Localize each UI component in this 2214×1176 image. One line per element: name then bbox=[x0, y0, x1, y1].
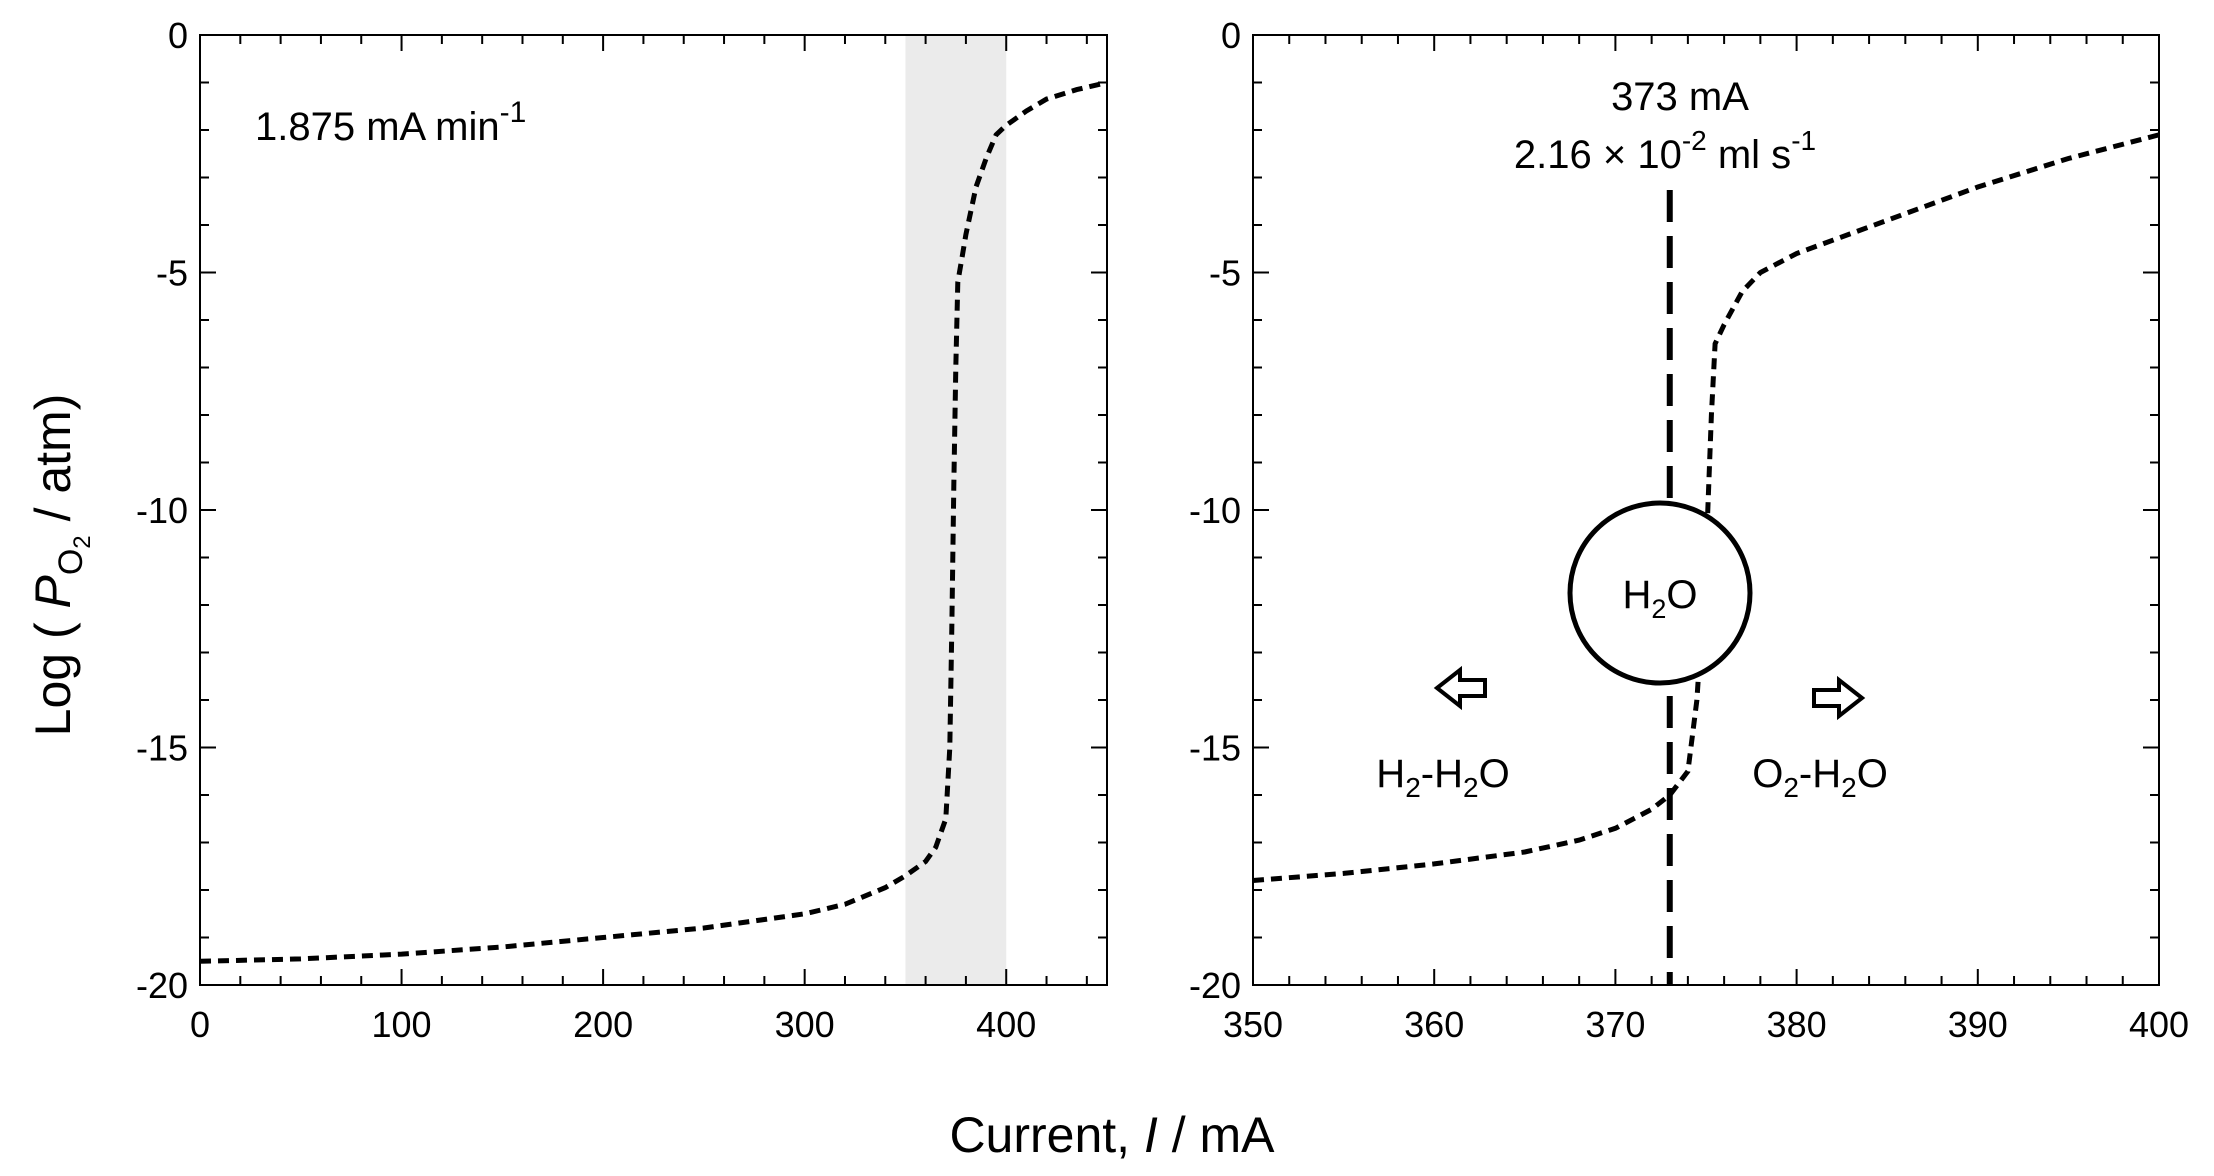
y-axis-title-subsub: 2 bbox=[69, 535, 96, 548]
y-axis-title: Log ( PO2 / atm) bbox=[25, 394, 96, 737]
water-label: H2O bbox=[1622, 573, 1697, 624]
x-tick-label-left: 300 bbox=[775, 1004, 835, 1045]
h2-h2o-c: O bbox=[1479, 752, 1510, 796]
water-label-o: O bbox=[1666, 573, 1697, 617]
x-axis-title-prefix: Current, bbox=[949, 1107, 1144, 1163]
y-tick-label-right: -20 bbox=[1189, 965, 1241, 1006]
flow-label-mid: ml s bbox=[1707, 133, 1791, 177]
o2-h2o-label: O2-H2O bbox=[1752, 752, 1888, 803]
water-circle bbox=[1567, 500, 1753, 686]
x-tick-label-left: 100 bbox=[372, 1004, 432, 1045]
x-axis-title: Current, I / mA bbox=[949, 1107, 1275, 1163]
x-tick-label-right: 350 bbox=[1223, 1004, 1283, 1045]
panel-right-frame bbox=[1252, 34, 2160, 986]
y-tick-label-right: -10 bbox=[1189, 490, 1241, 531]
x-tick-label-left: 0 bbox=[190, 1004, 210, 1045]
y-tick-label-left: -15 bbox=[136, 728, 188, 769]
y-axis-title-prefix: Log ( bbox=[25, 609, 81, 737]
o2-h2o-c: O bbox=[1857, 752, 1888, 796]
current-label: 373 mA bbox=[1611, 75, 1749, 119]
series-line-left bbox=[199, 80, 1108, 964]
panel-right-ticks: 350 360 370 380 390 400 0 -5 -10 -15 -20 bbox=[1189, 15, 2189, 1045]
h2-h2o-b-sub: 2 bbox=[1463, 772, 1479, 803]
x-tick-label-left: 400 bbox=[976, 1004, 1036, 1045]
flow-label-sup2: -1 bbox=[1791, 125, 1816, 156]
y-axis-title-suffix: / atm) bbox=[25, 394, 81, 536]
x-tick-label-right: 400 bbox=[2129, 1004, 2189, 1045]
x-axis-title-suffix: / mA bbox=[1158, 1107, 1275, 1163]
y-axis-title-var: P bbox=[25, 575, 81, 609]
flow-label-base: 2.16 × 10 bbox=[1514, 133, 1682, 177]
x-tick-label-right: 370 bbox=[1585, 1004, 1645, 1045]
h2-h2o-a-sub: 2 bbox=[1405, 772, 1421, 803]
left-arrow-icon bbox=[1433, 665, 1487, 711]
x-axis-title-var: I bbox=[1144, 1107, 1158, 1163]
y-tick-label-right: 0 bbox=[1221, 15, 1241, 56]
flow-label: 2.16 × 10-2 ml s-1 bbox=[1514, 125, 1816, 177]
rate-annotation-sup: -1 bbox=[500, 96, 527, 129]
shaded-region bbox=[905, 35, 1007, 985]
o2-h2o-b-sub: 2 bbox=[1841, 772, 1857, 803]
y-tick-label-left: 0 bbox=[168, 15, 188, 56]
h2-h2o-a: H bbox=[1376, 752, 1405, 796]
o2-h2o-a-sub: 2 bbox=[1783, 772, 1799, 803]
h2-h2o-label: H2-H2O bbox=[1376, 752, 1509, 803]
o2-h2o-a: O bbox=[1752, 752, 1783, 796]
x-tick-label-right: 390 bbox=[1948, 1004, 2008, 1045]
water-label-sub: 2 bbox=[1651, 594, 1666, 624]
rate-annotation-text: 1.875 mA min bbox=[255, 105, 500, 149]
y-tick-label-right: -5 bbox=[1209, 253, 1241, 294]
flow-label-sup1: -2 bbox=[1682, 125, 1707, 156]
y-tick-label-left: -5 bbox=[156, 253, 188, 294]
panel-left-frame bbox=[199, 34, 1108, 986]
y-tick-label-right: -15 bbox=[1189, 728, 1241, 769]
panel-left: 0 100 200 300 400 0 -5 -10 -15 -20 1.875 mA min-1 bbox=[136, 15, 1108, 1045]
y-tick-label-left: -10 bbox=[136, 490, 188, 531]
y-tick-label-left: -20 bbox=[136, 965, 188, 1006]
y-axis-title-sub: O bbox=[52, 549, 90, 575]
o2-h2o-b: -H bbox=[1799, 752, 1841, 796]
panel-left-ticks: 0 100 200 300 400 0 -5 -10 -15 -20 bbox=[136, 15, 1107, 1045]
x-tick-label-right: 360 bbox=[1404, 1004, 1464, 1045]
panel-right: 350 360 370 380 390 400 0 -5 -10 -15 -20 373 mA 2.… bbox=[1189, 15, 2189, 1045]
x-tick-label-left: 200 bbox=[573, 1004, 633, 1045]
h2-h2o-b: -H bbox=[1421, 752, 1463, 796]
x-tick-label-right: 380 bbox=[1767, 1004, 1827, 1045]
right-arrow-icon bbox=[1812, 675, 1866, 721]
rate-annotation: 1.875 mA min-1 bbox=[255, 96, 526, 149]
water-label-h: H bbox=[1622, 573, 1651, 617]
